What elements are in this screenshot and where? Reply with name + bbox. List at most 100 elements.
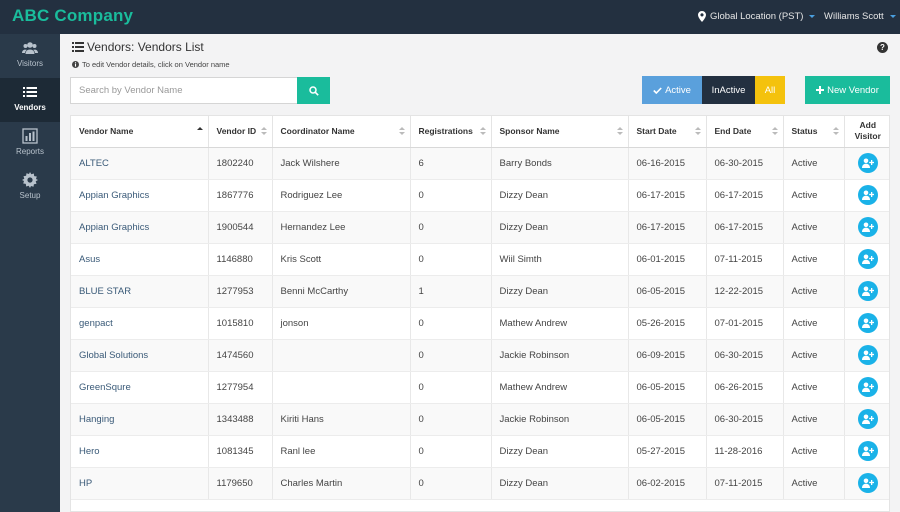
vendor-name-link[interactable]: ALTEC [79, 157, 109, 169]
column-header[interactable]: End Date [706, 116, 784, 148]
table-cell: GreenSqure [71, 371, 209, 404]
filter-active-button[interactable]: Active [642, 76, 702, 104]
start-date-cell: 06-01-2015 [636, 253, 686, 265]
filter-inactive-button[interactable]: InActive [702, 76, 755, 104]
table-cell: Asus [71, 243, 209, 276]
sidebar-item-reports[interactable]: Reports [0, 122, 60, 166]
column-header[interactable]: Vendor ID [208, 116, 273, 148]
add-visitor-button[interactable] [857, 409, 878, 429]
add-visitor-button[interactable] [857, 313, 878, 333]
coordinator-name-cell: jonson [280, 317, 309, 329]
bar-chart-icon [22, 128, 38, 144]
brand-logo[interactable]: ABC Company [12, 6, 134, 25]
table-cell: Jack Wilshere [272, 147, 411, 180]
table-cell: Hanging [71, 403, 209, 436]
column-header[interactable]: Vendor Name [71, 116, 209, 148]
vendor-name-link[interactable]: Appian Graphics [79, 221, 150, 233]
table-cell: 0 [410, 243, 492, 276]
table-row: ALTEC 1802240 Jack Wilshere 6 Barry Bonds 06-… [71, 147, 889, 180]
vendor-name-link[interactable]: genpact [79, 317, 113, 329]
sidebar-item-label: Visitors [16, 59, 44, 68]
filter-all-label: All [764, 84, 776, 96]
vendor-id-cell: 1146880 [216, 253, 253, 265]
search-button[interactable] [297, 77, 330, 104]
add-visitor-button[interactable] [857, 377, 878, 397]
user-plus-icon [861, 222, 874, 232]
table-cell: 06-16-2015 [628, 147, 707, 180]
add-visitor-button[interactable] [857, 185, 878, 205]
vendor-name-link[interactable]: Appian Graphics [79, 189, 150, 201]
coordinator-name-cell: Charles Martin [280, 477, 343, 489]
table-row: BLUE STAR 1277953 Benni McCarthy 1 Dizzy Dea… [71, 275, 889, 308]
table-cell: ALTEC [71, 147, 209, 180]
add-visitor-button[interactable] [857, 153, 878, 173]
add-visitor-button[interactable] [857, 249, 878, 269]
start-date-cell: 06-05-2015 [636, 381, 686, 393]
search-input[interactable] [70, 77, 297, 104]
help-icon[interactable]: ? [877, 42, 888, 53]
vendors-table-container[interactable]: Vendor Name Vendor ID Coordinator Name R… [70, 115, 890, 512]
sidebar-item-visitors[interactable]: Visitors [0, 34, 60, 78]
add-visitor-button[interactable] [857, 217, 878, 237]
sort-icon [832, 127, 839, 137]
user-menu[interactable]: Williams Scott [824, 11, 896, 22]
start-date-cell: 06-09-2015 [636, 349, 686, 361]
add-visitor-button[interactable] [857, 281, 878, 301]
table-cell: Global Solutions [71, 339, 209, 372]
vendor-name-link[interactable]: HP [79, 477, 93, 489]
vendor-id-cell: 1343488 [216, 413, 254, 425]
vendor-id-cell: 1474560 [216, 349, 254, 361]
user-plus-icon [861, 318, 874, 328]
table-cell: 07-01-2015 [706, 307, 784, 340]
vendor-name-link[interactable]: GreenSqure [79, 381, 131, 393]
table-cell: Active [783, 275, 845, 308]
add-visitor-button[interactable] [857, 473, 878, 493]
add-visitor-button[interactable] [857, 441, 878, 461]
table-cell: Charles Martin [272, 467, 411, 500]
end-date-cell: 06-30-2015 [714, 413, 764, 425]
column-header-label: Vendor ID [216, 126, 257, 137]
coordinator-name-cell: Benni McCarthy [280, 285, 349, 297]
plus-icon [816, 86, 825, 94]
add-visitor-button[interactable] [857, 345, 878, 365]
vendor-id-cell: 1179650 [216, 477, 253, 489]
status-cell: Active [791, 189, 818, 201]
vendor-name-link[interactable]: Hero [79, 445, 100, 457]
table-row: Asus 1146880 Kris Scott 0 Wiil Simth 06-01-20… [71, 243, 889, 276]
vendor-id-cell: 1081345 [216, 445, 254, 457]
column-header[interactable]: Registrations [410, 116, 492, 148]
list-icon [23, 87, 37, 97]
sidebar-item-vendors[interactable]: Vendors [0, 78, 60, 122]
table-cell: Dizzy Dean [491, 179, 629, 212]
registrations-cell: 0 [418, 221, 424, 233]
vendor-name-link[interactable]: Asus [79, 253, 101, 265]
column-header[interactable]: Coordinator Name [272, 116, 411, 148]
vendor-name-link[interactable]: Global Solutions [79, 349, 149, 361]
start-date-cell: 05-27-2015 [636, 445, 686, 457]
add-visitor-cell [844, 435, 889, 468]
table-cell: Active [783, 435, 845, 468]
end-date-cell: 06-30-2015 [714, 349, 764, 361]
sidebar-item-setup[interactable]: Setup [0, 166, 60, 210]
gear-icon [22, 172, 38, 188]
column-header[interactable]: Status [783, 116, 845, 148]
page-title: Vendors: Vendors List [72, 40, 204, 54]
new-vendor-button[interactable]: New Vendor [805, 76, 890, 104]
map-pin-icon [698, 11, 706, 22]
vendor-name-link[interactable]: BLUE STAR [79, 285, 132, 297]
location-selector[interactable]: Global Location (PST) [698, 11, 816, 22]
column-header[interactable]: Start Date [628, 116, 707, 148]
vendor-name-link[interactable]: Hanging [79, 413, 115, 425]
registrations-cell: 0 [418, 317, 424, 329]
table-cell: Dizzy Dean [491, 435, 629, 468]
column-header[interactable]: Sponsor Name [491, 116, 629, 148]
table-cell: 06-02-2015 [628, 467, 707, 500]
vendor-id-cell: 1802240 [216, 157, 254, 169]
registrations-cell: 6 [418, 157, 424, 169]
column-header-label: Add Visitor [854, 120, 881, 142]
filter-all-button[interactable]: All [755, 76, 785, 104]
vendor-id-cell: 1277953 [216, 285, 254, 297]
table-row: Hanging 1343488 Kiriti Hans 0 Jackie Robinso… [71, 403, 889, 436]
page-hint-text: To edit Vendor details, click on Vendor … [82, 60, 230, 69]
column-header-label: End Date [714, 126, 752, 137]
